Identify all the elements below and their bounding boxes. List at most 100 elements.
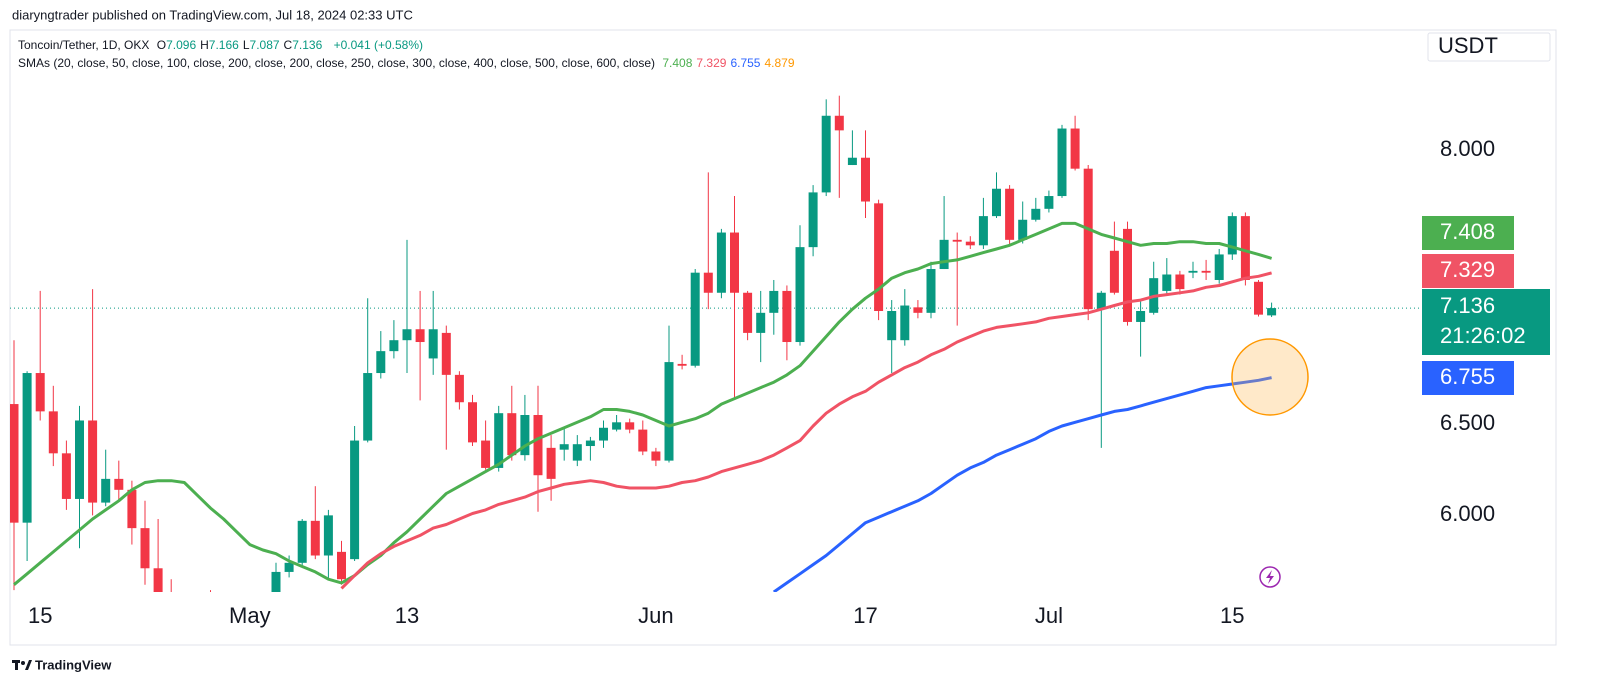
candle-body: [690, 272, 700, 366]
candle-body: [114, 478, 124, 490]
axes: 6.000 6.500 8.000 15 May 13 Jun 17 Jul 15 7.408 7.3…: [28, 136, 1550, 628]
candle-body: [533, 415, 543, 476]
candle-body: [874, 203, 884, 311]
price-label: 7.329: [1440, 257, 1495, 282]
candle-body: [1188, 270, 1198, 273]
candle-body: [572, 444, 582, 461]
x-tick-label: May: [229, 603, 271, 628]
candle-body: [861, 157, 870, 202]
candle-body: [651, 451, 661, 461]
candle-body: [638, 429, 648, 452]
candle-body: [730, 232, 739, 293]
candle-body: [743, 292, 753, 333]
brand-logo: [12, 660, 32, 670]
candle-body: [428, 329, 438, 359]
candle-body: [1175, 274, 1185, 290]
y-tick-label: 8.000: [1440, 136, 1495, 161]
candle-body: [703, 272, 713, 293]
candle-body: [1057, 128, 1067, 197]
candle-body: [441, 332, 451, 375]
candle-body: [415, 329, 425, 343]
candle-body: [180, 607, 189, 616]
candle-body: [206, 607, 215, 625]
x-tick-label: Jul: [1035, 603, 1063, 628]
sma-line: [13, 221, 1273, 586]
candle-body: [664, 362, 674, 461]
y-tick-label: 6.500: [1440, 410, 1495, 435]
candle-body: [1031, 208, 1041, 220]
indicator-value: 4.879: [764, 56, 795, 70]
indicator-value: 7.408: [662, 56, 693, 70]
candle-body: [1044, 196, 1054, 209]
candle-body: [1096, 292, 1106, 310]
candle-body: [494, 413, 504, 468]
symbol: Toncoin/Tether, 1D, OKX: [18, 38, 150, 52]
price-label: 7.408: [1440, 219, 1495, 244]
candle-body: [1018, 219, 1028, 240]
candle-body: [22, 373, 32, 523]
ohlc-key: H: [200, 38, 209, 52]
candle-body: [454, 374, 464, 403]
candle-body: [468, 402, 477, 443]
symbol-legend: Toncoin/Tether, 1D, OKX O7.096 H7.166 L7.0…: [18, 38, 427, 52]
candle-body: [756, 312, 766, 333]
x-tick-label: 15: [1220, 603, 1244, 628]
candle-body: [808, 192, 818, 248]
x-tick-label: 17: [853, 603, 877, 628]
candle-body: [1083, 168, 1093, 310]
candle-body: [75, 420, 84, 499]
y-tick-label: 6.000: [1440, 501, 1495, 526]
candle-body: [795, 247, 805, 343]
candle-body: [88, 420, 98, 503]
candle-body: [992, 188, 1001, 217]
ohlc-value: 7.166: [208, 38, 239, 52]
candle-body: [48, 411, 58, 454]
indicator-legend: SMAs (20, close, 50, close, 100, close, …: [18, 56, 803, 70]
published-line: diaryngtrader published on TradingView.c…: [12, 7, 413, 22]
candle-body: [913, 307, 923, 313]
countdown: 21:26:02: [1440, 323, 1526, 348]
last-price-box: [1422, 289, 1550, 355]
candle-body: [716, 232, 726, 293]
ohlc-key: L: [242, 38, 250, 52]
candle-body: [310, 520, 320, 556]
candle-body: [677, 363, 687, 366]
candle-body: [834, 115, 844, 131]
currency-box[interactable]: [1427, 32, 1551, 62]
indicator: SMAs (20, close, 50, close, 100, close, …: [18, 56, 656, 70]
candle-body: [167, 597, 176, 606]
price-label-box: [1422, 216, 1514, 250]
candle-body: [284, 562, 294, 572]
candle-body: [769, 290, 779, 313]
candle-body: [887, 311, 897, 341]
brand: TradingView: [35, 657, 112, 672]
candle-body: [1201, 270, 1211, 273]
candle-body: [612, 422, 622, 430]
candle-body: [193, 607, 202, 616]
candle-body: [1240, 216, 1250, 280]
candle-body: [402, 329, 412, 341]
alert-icon[interactable]: [1259, 566, 1281, 588]
candle-body: [323, 515, 333, 556]
alert-icon-bolt: [1266, 570, 1274, 584]
candle-body: [297, 520, 307, 563]
candle-body: [101, 478, 111, 503]
candle-body: [847, 157, 857, 166]
candle-body: [1005, 188, 1015, 240]
last-price-label: 7.136: [1440, 293, 1495, 318]
candle-body: [1227, 216, 1237, 255]
sma-line: [340, 271, 1272, 590]
candle-body: [1136, 311, 1146, 322]
candle-body: [926, 269, 936, 313]
candle-body: [952, 239, 962, 242]
ohlc-value: 7.087: [249, 38, 280, 52]
ohlc-value: 7.096: [166, 38, 197, 52]
candle-body: [10, 404, 19, 523]
candle-body: [271, 571, 281, 592]
x-tick-label: 13: [395, 603, 419, 628]
candle-body: [900, 305, 910, 341]
candle-body: [337, 551, 346, 580]
candle-body: [978, 216, 988, 246]
